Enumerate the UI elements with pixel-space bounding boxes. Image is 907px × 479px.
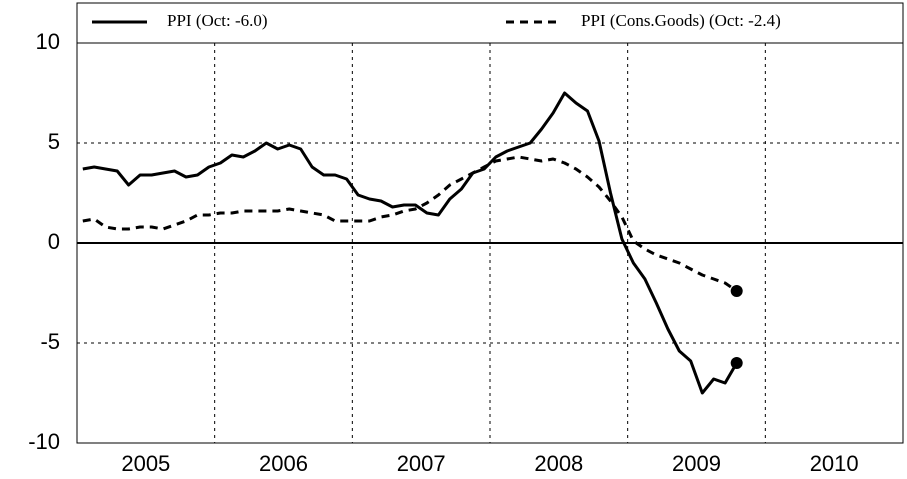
x-tick-label: 2007: [397, 451, 446, 476]
x-tick-label: 2009: [672, 451, 721, 476]
series-line: [82, 91, 738, 395]
y-tick-label: 0: [48, 229, 60, 254]
y-tick-label: 5: [48, 129, 60, 154]
legend-label: PPI (Oct: -6.0): [167, 11, 268, 30]
y-tick-label: 10: [36, 29, 60, 54]
series-line: [82, 155, 738, 293]
x-tick-label: 2010: [810, 451, 859, 476]
y-tick-label: -5: [40, 329, 60, 354]
legend-label: PPI (Cons.Goods) (Oct: -2.4): [581, 11, 781, 30]
end-marker: [730, 357, 743, 369]
plot-frame: [76, 2, 904, 444]
x-tick-label: 2005: [121, 451, 170, 476]
x-tick-label: 2006: [259, 451, 308, 476]
end-marker: [730, 285, 743, 297]
x-tick-label: 2008: [534, 451, 583, 476]
y-tick-label: -10: [28, 429, 60, 454]
